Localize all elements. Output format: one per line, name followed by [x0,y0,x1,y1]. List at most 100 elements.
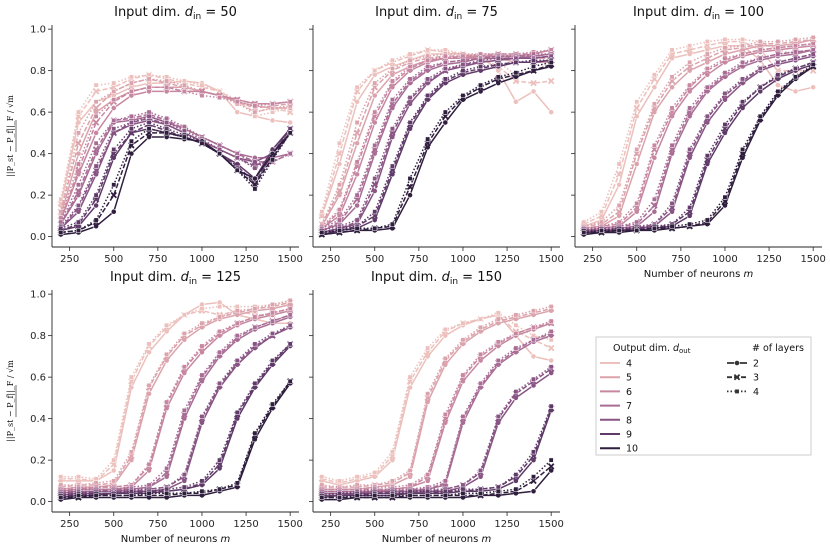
x-tick-label: 500 [365,254,384,265]
data-point [669,105,675,111]
data-point [407,64,413,69]
data-point [774,82,781,89]
data-point [616,181,623,188]
data-point [128,113,134,119]
data-point [217,457,223,463]
data-point [477,473,484,480]
data-point [354,140,361,147]
legend-layer-marker [733,373,741,381]
data-point [757,84,763,90]
data-point [495,358,501,363]
x-tick-label: 1000 [450,254,475,265]
data-point [287,378,293,384]
data-point [513,472,519,478]
data-point [146,467,152,474]
data-point [495,316,501,322]
data-point [146,76,152,82]
data-point [687,147,693,152]
series-dout6-layers3 [57,305,294,493]
data-point [319,474,325,480]
panel-5: 250 500 750 1000 1250 1500 Input dim. din = 15… [309,270,564,545]
data-point [687,105,693,111]
data-point [287,306,293,312]
series-line [583,65,814,234]
series-line [583,44,814,232]
data-point [234,358,240,363]
data-point [372,470,378,476]
data-point [495,55,501,61]
data-point [581,230,587,235]
data-point [389,126,395,132]
data-point [810,51,816,57]
data-point [704,51,710,57]
series-line [321,63,552,236]
data-point [651,101,657,107]
data-point [616,227,622,233]
data-point [547,463,555,470]
data-point [354,225,360,231]
data-point [686,212,693,219]
series-line [321,311,552,482]
data-point [199,320,205,326]
legend-dout-label: 6 [626,387,632,398]
data-point [128,80,134,86]
data-point [93,129,100,136]
data-point [319,209,325,215]
data-point [810,84,817,91]
data-point [372,109,378,115]
legend-title-dout: Output dim. dout [613,343,691,355]
data-point [460,414,466,420]
data-point [615,208,623,215]
data-point [111,457,117,463]
x-tick-label: 1000 [189,254,214,265]
series-dout6-layers4 [58,84,293,221]
data-point [495,488,501,494]
data-point [687,221,693,227]
y-tick-label: 0.0 [30,497,46,508]
series-line [321,332,552,493]
data-point [337,227,342,233]
data-point [217,314,223,320]
data-point [181,312,187,318]
data-point [704,113,710,119]
series-line [60,111,291,223]
legend-dout-label: 10 [626,444,638,455]
x-axis-label: Number of neurons m [121,534,231,545]
data-point [478,380,484,386]
series-line [583,49,814,232]
data-point [633,208,640,215]
data-point [128,74,134,80]
data-point [531,308,536,314]
data-point [164,130,170,136]
data-point [512,477,519,484]
data-point [775,88,781,94]
y-axis-label: ||P_st − P_f||_F / √m [6,95,17,177]
data-point [442,53,448,59]
data-point [740,59,746,65]
data-point [687,43,693,49]
data-point [93,223,100,230]
data-point [270,401,275,407]
series-line [321,53,552,217]
data-point [372,142,378,148]
data-point [425,472,431,478]
data-point [111,182,117,188]
series-line [583,40,814,225]
series-dout5-layers4 [58,297,293,488]
legend-layer-entries: 2 3 4 [727,359,759,398]
data-point [425,345,431,351]
data-point [164,490,170,496]
data-point [442,412,448,417]
data-point [425,93,431,98]
data-point [495,61,501,67]
data-point [337,207,342,213]
data-point [287,341,293,347]
legend-layer-label: 3 [753,373,759,384]
data-point [616,161,622,167]
data-point [287,130,293,136]
data-point [810,41,816,47]
data-point [460,68,466,74]
data-point [251,175,258,182]
data-point [460,93,466,98]
data-point [337,217,342,223]
